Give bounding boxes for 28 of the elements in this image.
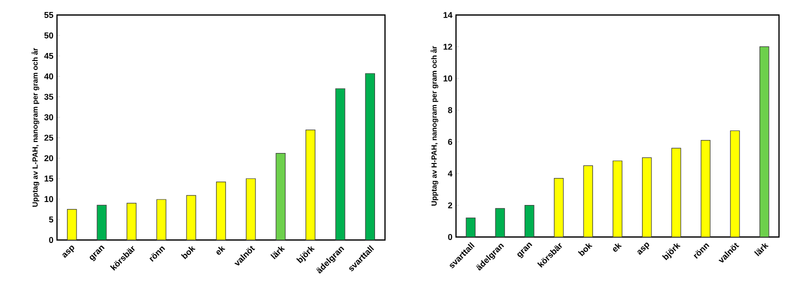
x-tick-label: ek xyxy=(613,242,622,252)
y-tick-label: 0 xyxy=(448,234,452,240)
y-tick-label: 4 xyxy=(448,170,452,176)
y-tick-label: 25 xyxy=(44,134,54,141)
y-tick-label: 35 xyxy=(44,94,54,100)
y-tick-label: 45 xyxy=(44,52,54,59)
y-tick-label: 55 xyxy=(44,12,54,18)
y-tick-label: 30 xyxy=(44,114,54,120)
x-tick-label: bok xyxy=(180,246,196,260)
y-tick-label: 10 xyxy=(444,75,452,82)
y-tick-label: 10 xyxy=(44,196,54,202)
y-tick-label: 8 xyxy=(448,107,452,114)
y-tick-label: 14 xyxy=(444,12,452,18)
y-tick-label: 20 xyxy=(44,155,54,162)
x-tick-label: lärk xyxy=(754,242,769,256)
x-tick-label: bok xyxy=(578,242,592,256)
y-tick-label: 12 xyxy=(444,44,452,50)
y-tick-label: 50 xyxy=(44,32,54,38)
y-tick-label: 2 xyxy=(448,202,452,208)
y-tick-label: 0 xyxy=(49,237,54,243)
x-tick-label: asp xyxy=(638,242,650,255)
y-tick-label: 40 xyxy=(44,73,54,80)
y-tick-label: 6 xyxy=(448,138,452,145)
x-tick-label: ek xyxy=(216,246,226,255)
y-tick-label: 15 xyxy=(44,176,54,182)
x-tick-label: lärk xyxy=(270,246,285,260)
y-tick-label: 5 xyxy=(49,216,54,222)
x-tick-label: asp xyxy=(62,246,74,258)
